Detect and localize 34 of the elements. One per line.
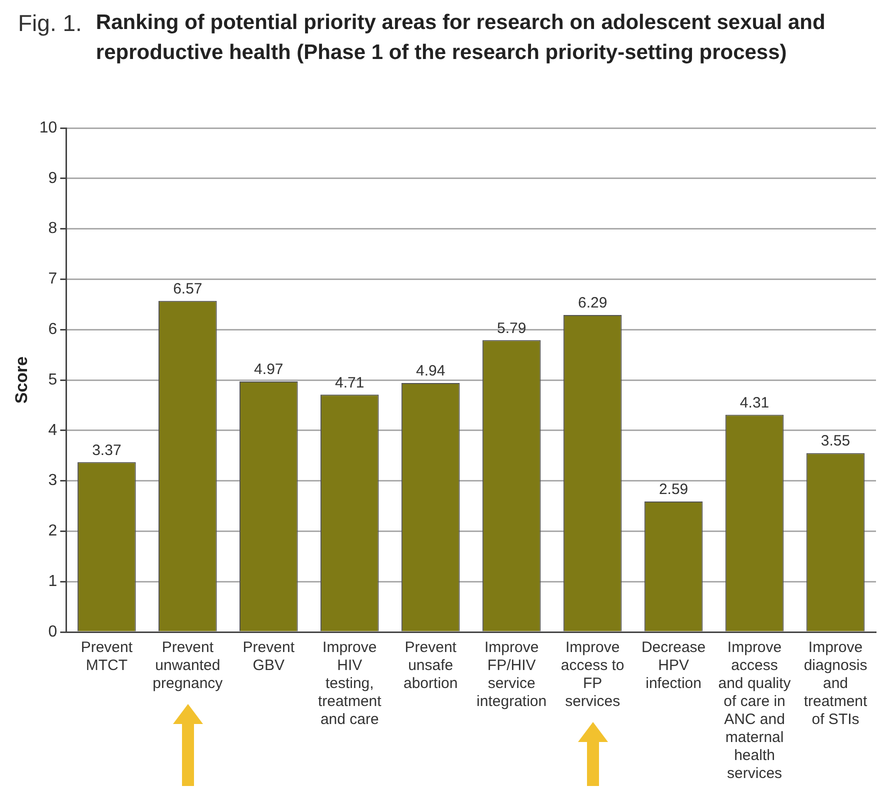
y-axis-title: Score xyxy=(12,356,31,404)
data-label: 6.57 xyxy=(173,280,202,298)
y-tick-label: 9 xyxy=(48,170,58,187)
caption: Fig. 1. xyxy=(18,9,82,38)
data-label: 3.37 xyxy=(92,442,122,459)
y-tick-label: 5 xyxy=(48,371,58,388)
x-tick-label: Improve access and quality of care in ANC and maternal health services xyxy=(718,639,792,782)
x-tick-label: Improve FP/HIV service integration xyxy=(476,639,547,710)
y-tick-label: 4 xyxy=(48,422,58,439)
data-label: 6.29 xyxy=(578,294,608,312)
data-label: 4.31 xyxy=(740,394,770,412)
x-tick-label: Prevent GBV xyxy=(242,639,296,674)
x-tick-label: Decrease HPV infection xyxy=(641,639,706,692)
x-tick-label: Improve access to FP services xyxy=(560,639,624,710)
y-tick-label: 1 xyxy=(48,573,58,590)
x-tick-label: Improve diagnosis and treatment of STIs xyxy=(804,639,868,728)
y-tick-label: 6 xyxy=(48,321,58,338)
x-tick-label: Prevent unsafe abortion xyxy=(404,639,458,692)
x-tick-label: Prevent MTCT xyxy=(80,639,134,674)
data-label: 3.55 xyxy=(820,432,850,450)
x-tick-label: Prevent unwanted pregnancy xyxy=(152,639,224,692)
data-label: 4.71 xyxy=(335,374,364,392)
data-label: 4.97 xyxy=(254,361,284,378)
data-label: 4.94 xyxy=(416,362,446,380)
y-tick-label: 0 xyxy=(48,623,58,640)
data-label: 5.79 xyxy=(496,320,526,337)
data-label: 2.59 xyxy=(658,481,688,498)
y-tick-label: 7 xyxy=(48,270,58,288)
x-tick-label: Improve HIV testing, treatment and care xyxy=(318,639,382,728)
chart-title: Ranking of potential priority areas for research on adolescent sexual and reproductive health (Phase 1 of the research priority-setting process) xyxy=(96,10,826,66)
y-tick-label: 2 xyxy=(48,522,58,540)
y-tick-label: 10 xyxy=(39,119,58,136)
y-tick-label: 8 xyxy=(48,220,58,238)
y-tick-label: 3 xyxy=(48,472,58,490)
